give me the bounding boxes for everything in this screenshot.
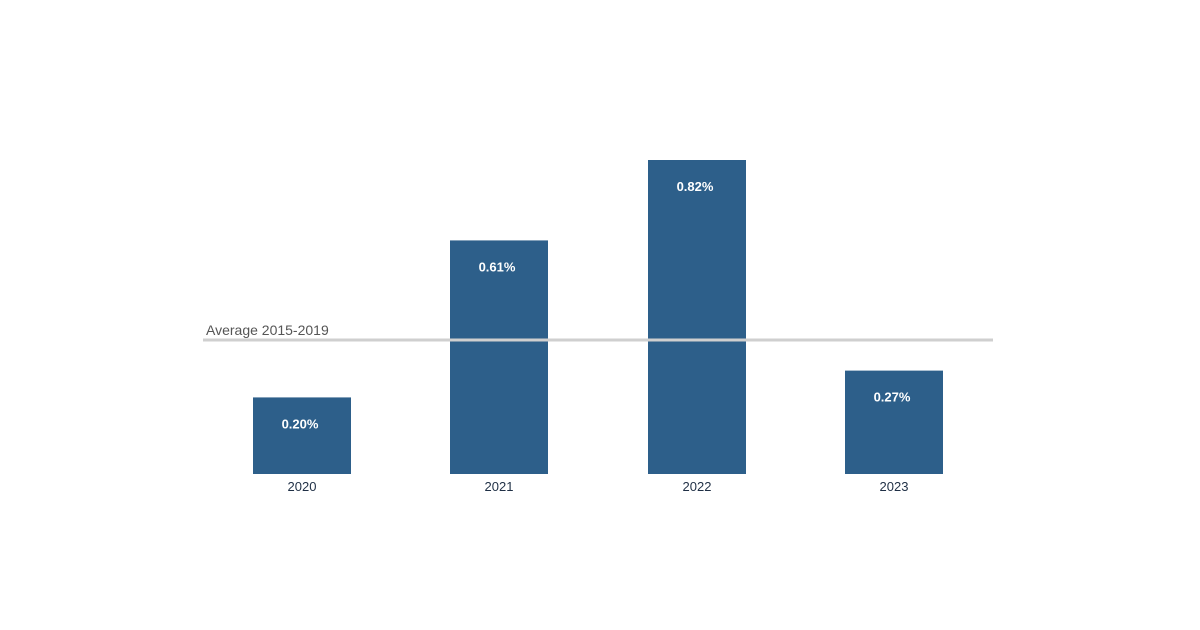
bar-2023 — [845, 370, 943, 474]
x-tick-2020: 2020 — [288, 479, 317, 494]
value-label-2023: 0.27% — [874, 390, 911, 405]
value-labels-group: 0.20% 0.61% 0.82% 0.27% — [282, 179, 911, 431]
x-tick-2022: 2022 — [683, 479, 712, 494]
bar-2020 — [253, 397, 351, 474]
value-label-2022: 0.82% — [677, 179, 714, 194]
value-label-2020: 0.20% — [282, 416, 319, 431]
x-axis-tick-labels: 2020 2021 2022 2023 — [288, 479, 909, 494]
average-reference-group: Average 2015-2019 — [203, 322, 993, 342]
average-reference-label: Average 2015-2019 — [206, 322, 329, 338]
bar-2021 — [450, 240, 548, 474]
x-tick-2021: 2021 — [485, 479, 514, 494]
bar-2022 — [648, 160, 746, 474]
bars-group — [253, 160, 943, 474]
value-label-2021: 0.61% — [479, 259, 516, 274]
x-tick-2023: 2023 — [880, 479, 909, 494]
